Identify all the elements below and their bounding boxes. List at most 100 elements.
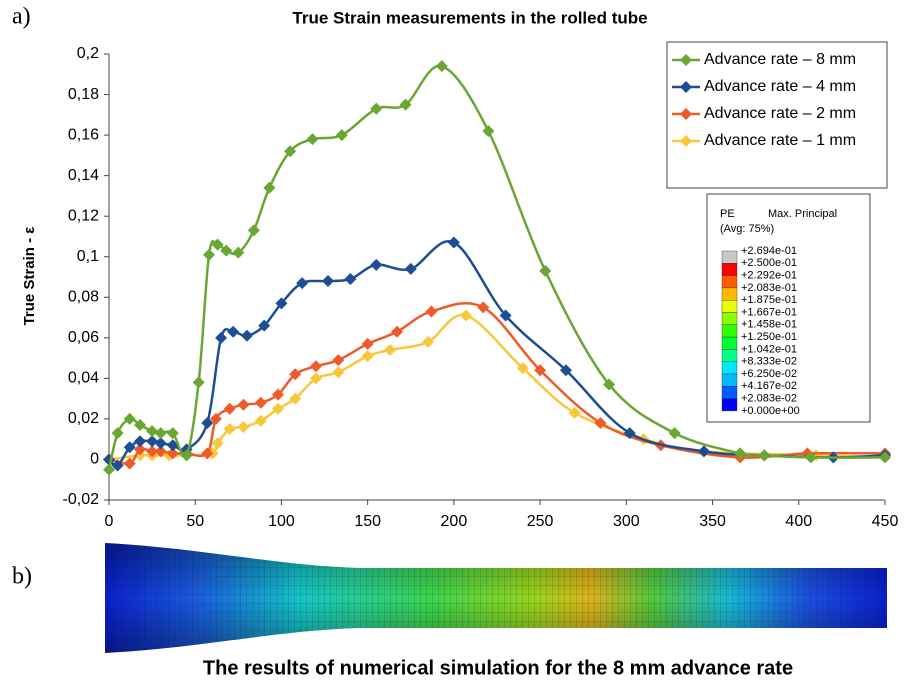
contour-label: +0.000e+00 (741, 405, 800, 417)
data-point (306, 133, 318, 145)
y-tick-label: 0,12 (68, 207, 99, 224)
data-point (370, 259, 382, 271)
data-point (332, 354, 344, 366)
x-tick-label: 200 (441, 513, 468, 530)
contour-legend: PE Max. Principal (Avg: 75%) +2.694e-01+… (707, 194, 870, 422)
data-point (224, 403, 236, 415)
y-tick-label: 0,18 (68, 86, 99, 103)
contour-band (722, 386, 737, 398)
data-point (482, 125, 494, 137)
data-point (669, 427, 681, 439)
legend-label: Advance rate – 2 mm (704, 105, 856, 122)
contour-band (722, 349, 737, 361)
x-tick-label: 350 (699, 513, 726, 530)
data-point (134, 435, 146, 447)
data-point (255, 397, 267, 409)
contour-label: +1.250e-01 (741, 331, 797, 343)
caption: The results of numerical simulation for … (203, 657, 793, 679)
contour-label: +1.875e-01 (741, 294, 797, 306)
contour-label: +1.667e-01 (741, 306, 797, 318)
data-point (310, 360, 322, 372)
contour-label: +2.083e-02 (741, 393, 797, 405)
data-point (425, 305, 437, 317)
y-tick-label: 0,02 (68, 410, 99, 427)
contour-label: +2.694e-01 (741, 245, 797, 257)
y-tick-label: 0,16 (68, 126, 99, 143)
contour-band (722, 263, 737, 275)
y-tick-label: 0,1 (77, 248, 99, 265)
x-tick-label: 250 (527, 513, 554, 530)
data-point (238, 421, 250, 433)
y-tick-label: 0,2 (77, 45, 99, 62)
data-point (263, 182, 275, 194)
x-tick-label: 450 (872, 513, 899, 530)
x-tick-label: 0 (105, 513, 114, 530)
data-point (167, 427, 179, 439)
y-tick-label: 0,04 (68, 370, 99, 387)
data-point (203, 249, 215, 261)
contour-label: +6.250e-02 (741, 368, 797, 380)
legend-label: Advance rate – 4 mm (704, 78, 856, 95)
data-point (405, 263, 417, 275)
data-point (227, 326, 239, 338)
data-point (238, 399, 250, 411)
contour-label: +4.167e-02 (741, 380, 797, 392)
panel-label: b) (12, 564, 32, 590)
data-point (112, 427, 124, 439)
contour-label: +2.083e-01 (741, 282, 797, 294)
x-tick-label: 300 (613, 513, 640, 530)
contour-band (722, 300, 737, 312)
contour-label: +1.042e-01 (741, 343, 797, 355)
y-tick-label: 0,14 (68, 167, 99, 184)
contour-band (722, 362, 737, 374)
data-point (362, 338, 374, 350)
data-point (215, 332, 227, 344)
data-point (436, 60, 448, 72)
x-tick-label: 50 (186, 513, 204, 530)
contour-band (722, 399, 737, 411)
contour-band (722, 313, 737, 325)
data-point (370, 103, 382, 115)
contour-band (722, 337, 737, 349)
data-point (155, 427, 167, 439)
contour-averaging: (Avg: 75%) (720, 223, 774, 235)
contour-band (722, 325, 737, 337)
data-point (146, 425, 158, 437)
y-tick-label: -0,02 (63, 491, 100, 508)
data-point (344, 273, 356, 285)
legend: Advance rate – 8 mm Advance rate – 4 mm Ad… (667, 42, 887, 188)
contour-label: +2.500e-01 (741, 257, 797, 269)
contour-label: +8.333e-02 (741, 356, 797, 368)
data-point (391, 326, 403, 338)
contour-label: +1.458e-01 (741, 319, 797, 331)
tube-simulation (105, 543, 887, 653)
chart-title: True Strain measurements in the rolled t… (292, 8, 647, 27)
data-point (124, 413, 136, 425)
data-point (193, 376, 205, 388)
y-tick-label: 0,06 (68, 329, 99, 346)
data-point (569, 407, 581, 419)
data-point (322, 275, 334, 287)
data-point (241, 330, 253, 342)
data-point (460, 310, 472, 322)
data-point (248, 224, 260, 236)
y-tick-label: 0 (90, 451, 99, 468)
y-axis-label: True Strain - ε (21, 227, 38, 326)
contour-band (722, 276, 737, 288)
contour-band (722, 288, 737, 300)
contour-variable: Max. Principal (768, 208, 837, 220)
data-point (332, 366, 344, 378)
contour-label: +2.292e-01 (741, 270, 797, 282)
data-point (384, 344, 396, 356)
x-tick-label: 400 (785, 513, 812, 530)
data-point (255, 415, 267, 427)
contour-title: PE (720, 208, 735, 220)
data-point (336, 129, 348, 141)
data-point (362, 350, 374, 362)
y-tick-label: 0,08 (68, 288, 99, 305)
x-tick-label: 150 (354, 513, 381, 530)
legend-label: Advance rate – 1 mm (704, 132, 856, 149)
contour-band (722, 374, 737, 386)
legend-label: Advance rate – 8 mm (704, 51, 856, 68)
figure: a) b) True Strain measurements in the ro… (0, 0, 906, 683)
